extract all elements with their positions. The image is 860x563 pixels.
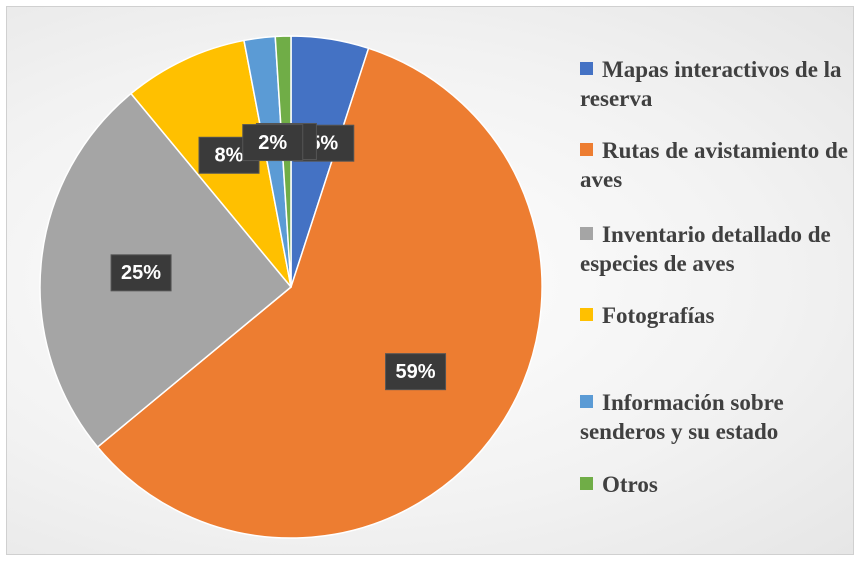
legend-swatch [580, 477, 593, 490]
legend-label: Mapas interactivos de la reserva [580, 57, 842, 111]
legend-swatch [580, 395, 593, 408]
data-label-box [110, 254, 172, 292]
legend-entry: Otros [580, 470, 850, 499]
legend-entry: Mapas interactivos de la reserva [580, 55, 850, 113]
legend-label: Fotografías [602, 303, 715, 328]
data-label: 59% [396, 361, 436, 383]
legend-entry: Rutas de avistamiento de aves [580, 136, 850, 194]
data-label-box [385, 353, 447, 391]
legend-entry: Inventario detallado de especies de aves [580, 220, 850, 278]
legend-swatch [580, 227, 593, 240]
legend-label: Información sobre senderos y su estado [580, 390, 784, 444]
data-label-box [242, 124, 304, 162]
legend-swatch [580, 308, 593, 321]
data-label: 2% [258, 132, 287, 154]
data-label: 25% [121, 262, 161, 284]
legend-swatch [580, 143, 593, 156]
legend-entry: Información sobre senderos y su estado [580, 388, 850, 446]
data-label: 8% [215, 145, 244, 167]
legend-label: Inventario detallado de especies de aves [580, 222, 831, 276]
legend-label: Rutas de avistamiento de aves [580, 138, 848, 192]
pie-slice [96, 47, 543, 539]
legend-swatch [580, 62, 593, 75]
legend-entry: Fotografías [580, 301, 850, 330]
pie-slice [274, 35, 292, 288]
legend-label: Otros [602, 472, 658, 497]
